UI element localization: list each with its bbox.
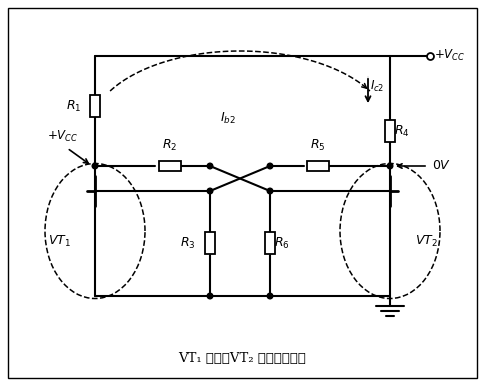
Bar	[306, 161, 328, 171]
Text: $+V_{CC}$: $+V_{CC}$	[433, 47, 465, 63]
Text: VT₁ 截止、VT₂ 导通时的情况: VT₁ 截止、VT₂ 导通时的情况	[178, 352, 305, 364]
Text: $I_{b2}$: $I_{b2}$	[220, 110, 235, 125]
Text: $R_1$: $R_1$	[65, 98, 81, 113]
Circle shape	[267, 188, 272, 194]
Circle shape	[207, 293, 212, 299]
Bar	[205, 232, 214, 254]
Circle shape	[207, 163, 212, 169]
Circle shape	[267, 163, 272, 169]
Circle shape	[92, 163, 98, 169]
Text: $0V$: $0V$	[431, 159, 450, 173]
Text: $VT_2$: $VT_2$	[414, 234, 437, 249]
Bar	[264, 232, 274, 254]
Bar	[159, 161, 181, 171]
Bar	[384, 120, 394, 142]
Text: $VT_1$: $VT_1$	[47, 234, 70, 249]
Text: $R_4$: $R_4$	[393, 124, 409, 139]
Bar	[90, 95, 100, 117]
Circle shape	[267, 293, 272, 299]
Text: $R_6$: $R_6$	[273, 236, 289, 251]
Circle shape	[386, 163, 392, 169]
Text: $+V_{CC}$: $+V_{CC}$	[47, 129, 78, 144]
Text: $R_3$: $R_3$	[180, 236, 196, 251]
Circle shape	[207, 188, 212, 194]
Text: $I_{c2}$: $I_{c2}$	[369, 78, 384, 93]
Text: $R_2$: $R_2$	[162, 138, 177, 153]
Text: $R_5$: $R_5$	[310, 138, 325, 153]
